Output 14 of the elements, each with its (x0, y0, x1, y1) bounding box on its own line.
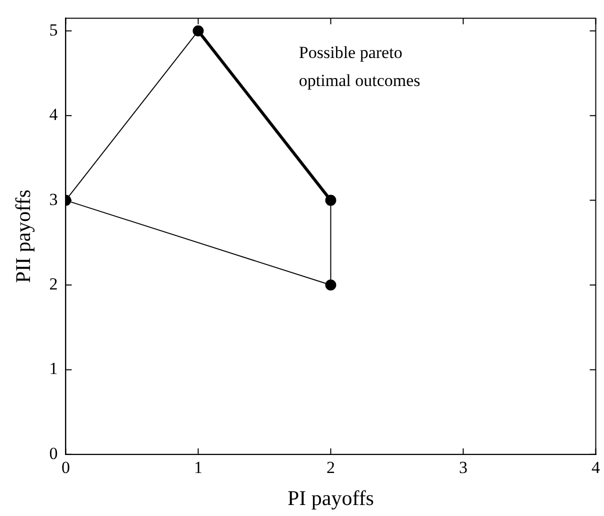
y-tick-label: 0 (49, 444, 58, 463)
x-tick-label: 2 (326, 458, 335, 478)
x-axis-title: PI payoffs (287, 486, 374, 510)
y-tick-label: 1 (49, 359, 58, 378)
y-tick-label: 2 (49, 274, 58, 294)
x-tick-label: 4 (592, 458, 600, 478)
y-axis-title: PII payoffs (11, 190, 36, 284)
y-tick-label: 4 (49, 105, 58, 124)
y-tick-label: 5 (49, 20, 58, 40)
x-tick-label: 3 (458, 458, 468, 478)
annotation: Possible pareto optimal outcomes (298, 43, 420, 90)
x-tick-label: 1 (194, 458, 202, 478)
x-tick-label: 0 (61, 458, 70, 478)
y-tick-label: 3 (49, 190, 58, 209)
